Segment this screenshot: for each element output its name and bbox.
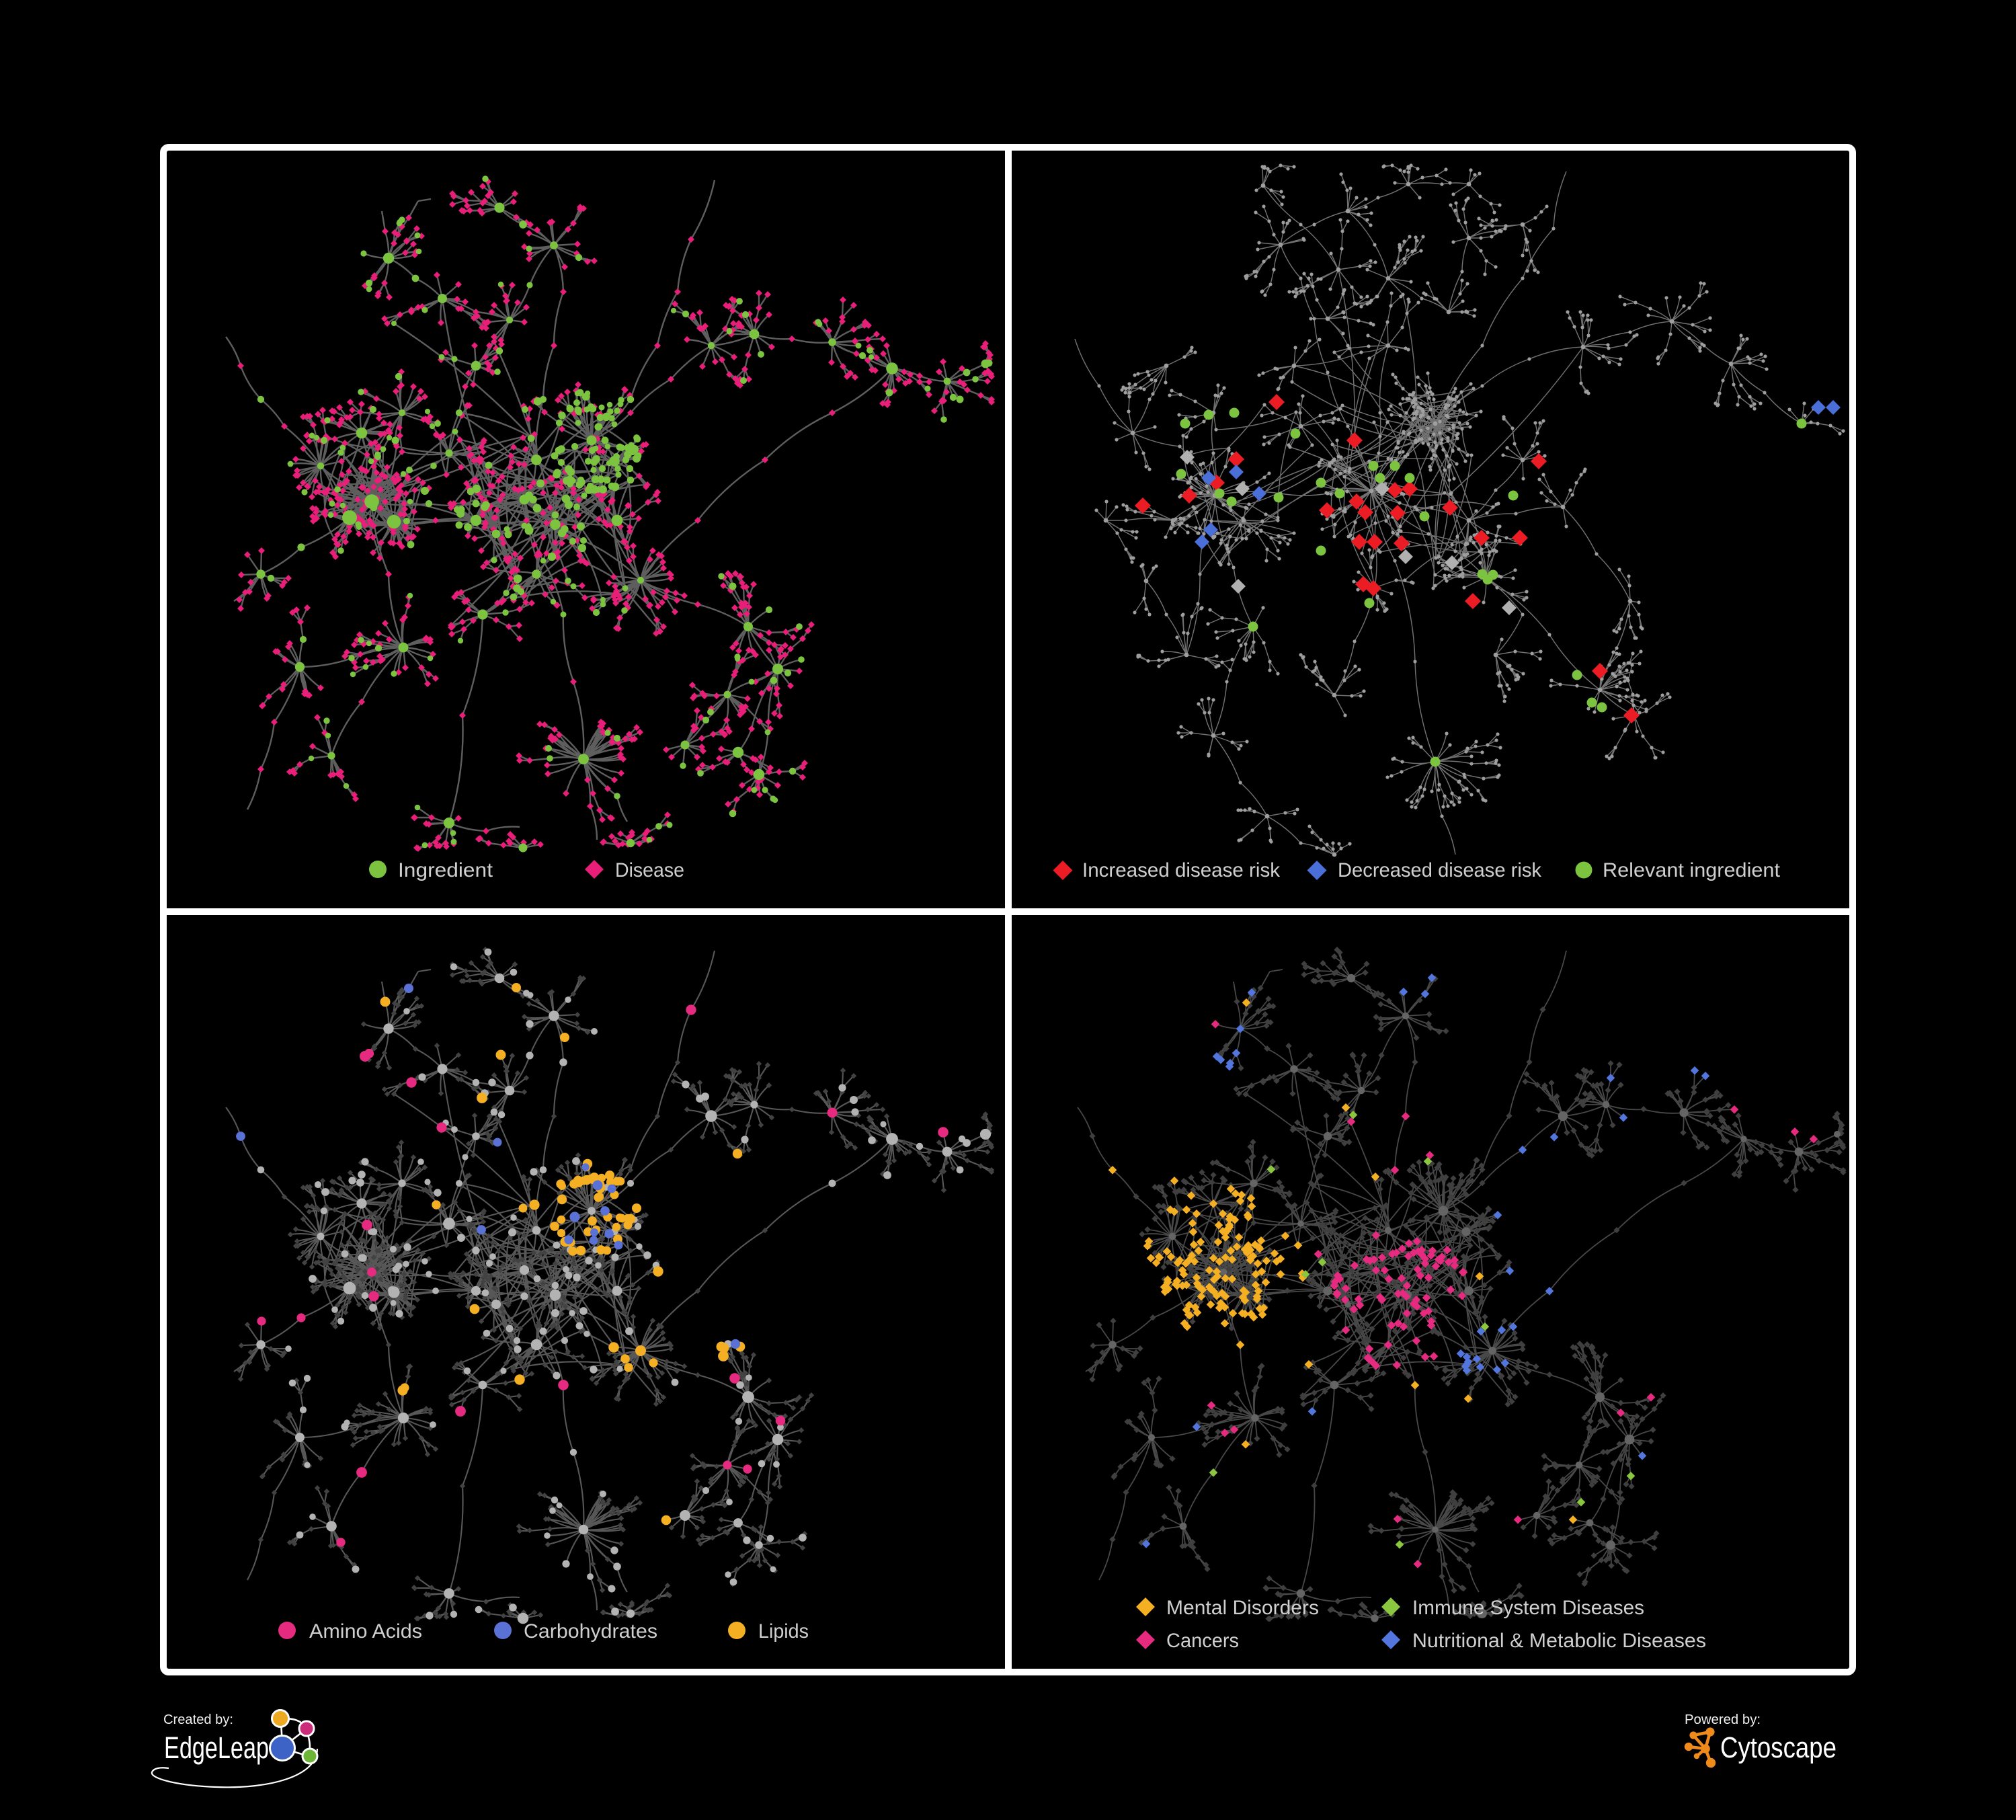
svg-text:Decreased disease risk: Decreased disease risk [1338,859,1542,881]
svg-text:Disease: Disease [615,859,684,881]
svg-text:Powered by:: Powered by: [1685,1712,1761,1727]
svg-text:Nutritional & Metabolic Diseas: Nutritional & Metabolic Diseases [1412,1630,1706,1652]
svg-text:EdgeLeap: EdgeLeap [164,1731,269,1765]
svg-text:Relevant ingredient: Relevant ingredient [1603,859,1781,881]
svg-text:Increased disease risk: Increased disease risk [1082,859,1281,881]
svg-text:Lipids: Lipids [758,1620,809,1643]
svg-text:Mental Disorders: Mental Disorders [1166,1597,1319,1619]
svg-text:Amino Acids: Amino Acids [309,1620,422,1643]
svg-text:Cytoscape: Cytoscape [1720,1731,1837,1764]
svg-text:Created by:: Created by: [163,1712,233,1727]
svg-text:Carbohydrates: Carbohydrates [524,1620,657,1643]
svg-text:Immune System Diseases: Immune System Diseases [1412,1597,1644,1619]
svg-text:Cancers: Cancers [1166,1630,1239,1652]
svg-text:Ingredient: Ingredient [398,859,493,881]
